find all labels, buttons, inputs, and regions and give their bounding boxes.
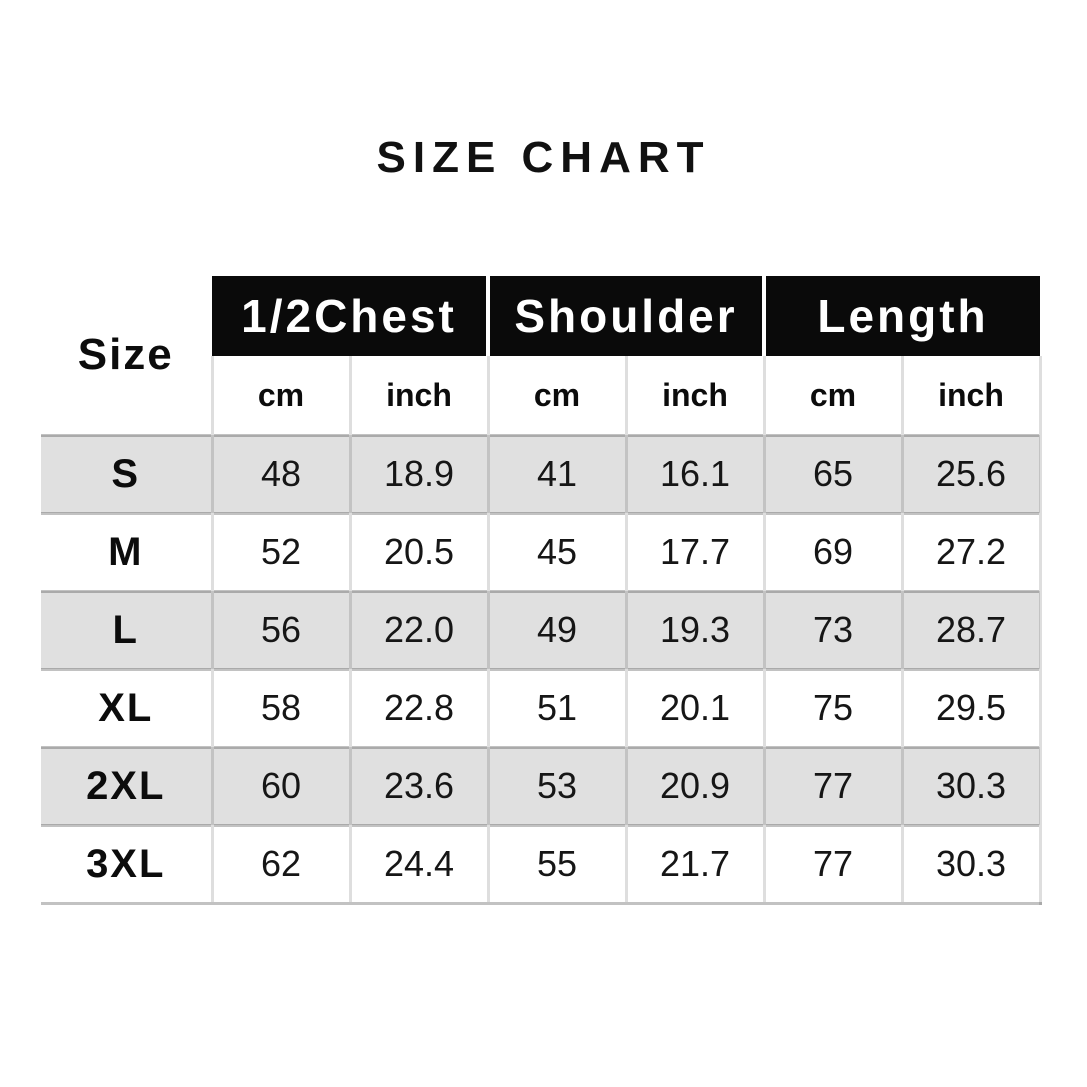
value-cell: 75 bbox=[762, 667, 902, 748]
size-cell: 2XL bbox=[41, 745, 212, 826]
value-cell: 52 bbox=[210, 511, 350, 592]
table-row: 3XL 62 24.4 55 21.7 77 30.3 bbox=[41, 823, 1042, 905]
value-cell: 41 bbox=[486, 433, 626, 514]
unit-header: cm bbox=[762, 356, 902, 436]
value-cell: 18.9 bbox=[348, 433, 488, 514]
unit-header: cm bbox=[486, 356, 626, 436]
unit-header: inch bbox=[348, 356, 488, 436]
size-cell: M bbox=[41, 511, 212, 592]
size-cell: L bbox=[41, 589, 212, 670]
value-cell: 73 bbox=[762, 589, 902, 670]
value-cell: 16.1 bbox=[624, 433, 764, 514]
value-cell: 58 bbox=[210, 667, 350, 748]
value-cell: 17.7 bbox=[624, 511, 764, 592]
page-title: SIZE CHART bbox=[376, 133, 711, 182]
value-cell: 24.4 bbox=[348, 823, 488, 905]
value-cell: 30.3 bbox=[900, 823, 1042, 905]
value-cell: 30.3 bbox=[900, 745, 1042, 826]
table-row: S 48 18.9 41 16.1 65 25.6 bbox=[41, 433, 1042, 514]
value-cell: 60 bbox=[210, 745, 350, 826]
value-cell: 25.6 bbox=[900, 433, 1042, 514]
unit-header: cm bbox=[210, 356, 350, 436]
size-cell: XL bbox=[41, 667, 212, 748]
group-header-chest: 1/2Chest bbox=[212, 276, 488, 357]
value-cell: 29.5 bbox=[900, 667, 1042, 748]
size-chart-table: Size 1/2Chest Shoulder Length cm inch cm… bbox=[41, 276, 1042, 905]
value-cell: 20.1 bbox=[624, 667, 764, 748]
units-header-row: cm inch cm inch cm inch bbox=[41, 356, 1042, 436]
table-row: L 56 22.0 49 19.3 73 28.7 bbox=[41, 589, 1042, 670]
group-header-shoulder: Shoulder bbox=[486, 276, 764, 357]
value-cell: 22.8 bbox=[348, 667, 488, 748]
group-header-row: Size 1/2Chest Shoulder Length bbox=[41, 276, 1041, 436]
value-cell: 69 bbox=[762, 511, 902, 592]
value-cell: 56 bbox=[210, 589, 350, 670]
value-cell: 20.5 bbox=[348, 511, 488, 592]
value-cell: 27.2 bbox=[900, 511, 1042, 592]
size-cell: 3XL bbox=[41, 823, 212, 905]
value-cell: 51 bbox=[486, 667, 626, 748]
value-cell: 55 bbox=[486, 823, 626, 905]
value-cell: 48 bbox=[210, 433, 350, 514]
value-cell: 22.0 bbox=[348, 589, 488, 670]
value-cell: 62 bbox=[210, 823, 350, 905]
value-cell: 65 bbox=[762, 433, 902, 514]
value-cell: 20.9 bbox=[624, 745, 764, 826]
table-row: M 52 20.5 45 17.7 69 27.2 bbox=[41, 511, 1042, 592]
value-cell: 23.6 bbox=[348, 745, 488, 826]
value-cell: 28.7 bbox=[900, 589, 1042, 670]
unit-header: inch bbox=[624, 356, 764, 436]
table-header: Size 1/2Chest Shoulder Length cm inch cm… bbox=[41, 276, 1042, 436]
value-cell: 53 bbox=[486, 745, 626, 826]
table-body: S 48 18.9 41 16.1 65 25.6 M 52 20.5 45 17.7 69 27.2 L 5… bbox=[41, 433, 1042, 905]
table-row: 2XL 60 23.6 53 20.9 77 30.3 bbox=[41, 745, 1042, 826]
group-header-length: Length bbox=[761, 276, 1041, 357]
value-cell: 77 bbox=[762, 823, 902, 905]
unit-header: inch bbox=[900, 356, 1042, 436]
value-cell: 21.7 bbox=[624, 823, 764, 905]
value-cell: 49 bbox=[486, 589, 626, 670]
value-cell: 45 bbox=[486, 511, 626, 592]
value-cell: 19.3 bbox=[624, 589, 764, 670]
value-cell: 77 bbox=[762, 745, 902, 826]
table-row: XL 58 22.8 51 20.1 75 29.5 bbox=[41, 667, 1042, 748]
size-column-header: Size bbox=[41, 276, 212, 436]
size-cell: S bbox=[41, 433, 212, 514]
